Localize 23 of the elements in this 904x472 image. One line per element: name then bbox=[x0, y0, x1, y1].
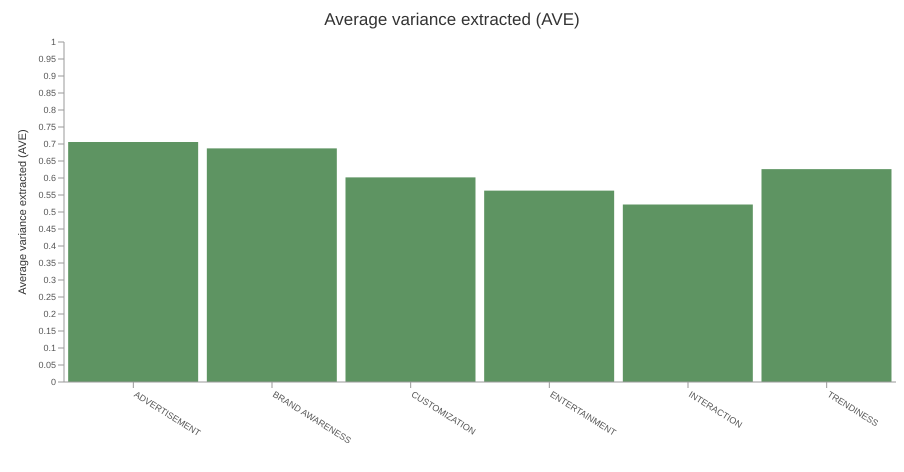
y-tick-label: 0.4 bbox=[43, 241, 56, 252]
y-tick-label: 0.65 bbox=[38, 156, 56, 166]
y-tick-label: 0.6 bbox=[43, 173, 56, 184]
y-tick-label: 0.55 bbox=[38, 190, 56, 200]
y-tick-label: 0.95 bbox=[38, 54, 56, 64]
y-tick-label: 0.5 bbox=[43, 207, 56, 218]
y-tick-label: 0.3 bbox=[43, 275, 56, 286]
y-tick-label: 0.15 bbox=[38, 326, 56, 336]
y-tick-label: 0 bbox=[50, 377, 56, 388]
y-tick-label: 0.25 bbox=[38, 292, 56, 302]
y-tick-label: 0.9 bbox=[43, 71, 56, 82]
y-tick-label: 0.45 bbox=[38, 224, 56, 234]
y-tick-label: 0.7 bbox=[43, 139, 56, 150]
y-tick-label: 0.05 bbox=[38, 360, 56, 370]
y-axis-title: Average variance extracted (AVE) bbox=[16, 129, 29, 295]
y-tick-label: 0.8 bbox=[43, 105, 56, 116]
y-tick-label: 0.1 bbox=[43, 343, 56, 354]
chart-title: Average variance extracted (AVE) bbox=[323, 9, 581, 31]
y-tick-label: 0.75 bbox=[38, 122, 56, 132]
y-tick-label: 1 bbox=[50, 37, 56, 48]
y-tick-label: 0.85 bbox=[38, 88, 56, 98]
y-tick-label: 0.2 bbox=[43, 309, 56, 320]
y-tick-label: 0.35 bbox=[38, 258, 56, 268]
